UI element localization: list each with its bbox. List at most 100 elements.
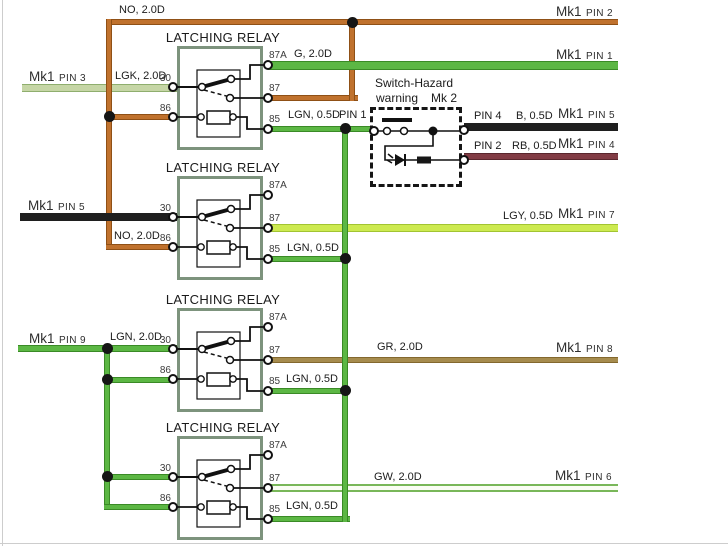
frame-left-line	[2, 0, 3, 546]
wire-lgy-mk1-pin7	[268, 224, 618, 232]
label-hazard-line2: warning	[376, 91, 419, 105]
terminal-label-87a: 87A	[269, 312, 287, 323]
terminal-label-86: 86	[159, 103, 171, 114]
latching-relay-2: LATCHING RELAY 30 86 87A 87 85	[160, 160, 287, 280]
label-no-top: NO, 2.0D	[119, 4, 165, 16]
wire-relay1-87-stub	[268, 95, 358, 101]
resistor	[417, 156, 431, 164]
wire-b-mk1-pin5-right	[464, 123, 618, 131]
label-mk1-pin5-right: Mk1 PIN 5	[558, 106, 615, 121]
wire-lgk-mk1-pin3	[22, 84, 177, 92]
wire-left-green-vertical	[104, 345, 110, 510]
wire-relay4-85	[268, 516, 350, 522]
wire-no-left-vertical	[106, 19, 112, 250]
terminal-label-87a: 87A	[269, 440, 287, 451]
label-hazard-line3: Mk 2	[431, 91, 458, 105]
terminal-label-30: 30	[159, 73, 171, 84]
wire-g-mk1-pin1	[268, 61, 618, 70]
relay-mechanism	[168, 450, 273, 528]
terminal-label-85: 85	[269, 114, 281, 125]
latching-relay-4: LATCHING RELAY 30 86 87A 87 85	[160, 420, 287, 540]
wire-relay2-86	[106, 244, 173, 250]
terminal-label-86: 86	[159, 493, 171, 504]
label-lgy-wire: LGY, 0.5D	[503, 210, 553, 222]
terminal-label-86: 86	[159, 365, 171, 376]
label-mk1-pin6: Mk1 PIN 6	[555, 468, 612, 483]
wire-rb-mk1-pin4	[464, 153, 618, 160]
junction-dot	[340, 385, 351, 396]
lamp-icon	[386, 153, 406, 166]
label-mk1-pin3: Mk1 PIN 3	[29, 69, 86, 84]
hazard-switch-mechanism	[369, 118, 469, 166]
label-hazard-pin2: PIN 2	[474, 140, 502, 152]
terminal-label-30: 30	[159, 203, 171, 214]
wire-no-top	[106, 19, 618, 25]
latching-relay-3: LATCHING RELAY 30 86 87A 87 85	[160, 292, 287, 412]
junction-dot	[104, 111, 115, 122]
terminal-label-30: 30	[159, 335, 171, 346]
label-hazard-pin4: PIN 4	[474, 110, 502, 122]
label-mk1-pin9: Mk1 PIN 9	[29, 331, 86, 346]
relay-mechanism	[168, 60, 273, 138]
relay-title: LATCHING RELAY	[165, 160, 281, 175]
label-mk1-pin8: Mk1 PIN 8	[556, 340, 613, 355]
label-mk1-pin2: Mk1 PIN 2	[556, 4, 613, 19]
wire-gr-mk1-pin8	[268, 357, 618, 363]
latching-relay-1: LATCHING RELAY 30 86 87A 87 85	[160, 30, 287, 150]
relay-title: LATCHING RELAY	[165, 292, 281, 307]
relay-title: LATCHING RELAY	[165, 30, 281, 45]
wire-relay1-86	[106, 114, 173, 120]
junction-dot	[347, 17, 358, 28]
label-b-wire: B, 0.5D	[516, 110, 553, 122]
terminal-label-30: 30	[159, 463, 171, 474]
label-mk1-pin5-left: Mk1 PIN 5	[28, 198, 85, 213]
junction-dot	[102, 471, 113, 482]
label-gw-wire: GW, 2.0D	[374, 471, 422, 483]
label-lgk-wire: LGK, 2.0D	[115, 70, 167, 82]
junction-dot	[102, 343, 113, 354]
wire-gw-mk1-pin6	[268, 484, 618, 492]
wire-mk1-pin5-left	[20, 213, 177, 221]
wire-relay4-30	[104, 474, 173, 480]
label-lgn-relay3: LGN, 0.5D	[286, 373, 338, 385]
frame-bottom-line	[0, 543, 728, 544]
terminal-label-87a: 87A	[269, 50, 287, 61]
terminal-label-87: 87	[269, 345, 281, 356]
terminal-label-87a: 87A	[269, 180, 287, 191]
relay-mechanism	[168, 322, 273, 400]
label-pin1: PIN 1	[339, 109, 367, 121]
label-gr-wire: GR, 2.0D	[377, 341, 423, 353]
relay-mechanism	[168, 190, 273, 268]
wire-relay1-85	[268, 126, 371, 132]
wire-relay3-86	[104, 377, 173, 383]
label-mk1-pin7: Mk1 PIN 7	[558, 206, 615, 221]
switch-hazard-warning-box	[369, 107, 469, 187]
label-lgn20-wire: LGN, 2.0D	[110, 331, 162, 343]
label-lgn-relay4: LGN, 0.5D	[286, 500, 338, 512]
terminal-label-85: 85	[269, 504, 281, 515]
terminal-label-85: 85	[269, 244, 281, 255]
wire-relay1-87-riser	[349, 19, 355, 101]
terminal-label-87: 87	[269, 473, 281, 484]
label-hazard-line1: Switch-Hazard	[375, 76, 454, 90]
wire-lgn-mk1-pin9	[18, 345, 177, 352]
wire-relay4-86	[104, 504, 173, 510]
terminal-label-87: 87	[269, 83, 281, 94]
label-rb-wire: RB, 0.5D	[512, 140, 557, 152]
junction-dot	[102, 374, 113, 385]
relay-title: LATCHING RELAY	[165, 420, 281, 435]
label-mk1-pin1: Mk1 PIN 1	[556, 47, 613, 62]
terminal-label-87: 87	[269, 213, 281, 224]
label-lgn-relay2: LGN, 0.5D	[287, 242, 339, 254]
wire-lgn-bus-vertical	[342, 126, 348, 522]
terminal-label-86: 86	[159, 233, 171, 244]
terminal-label-85: 85	[269, 376, 281, 387]
label-g-wire: G, 2.0D	[294, 48, 332, 60]
wire-relay3-85	[268, 388, 348, 394]
label-no-left: NO, 2.0D	[114, 230, 160, 242]
label-mk1-pin4: Mk1 PIN 4	[558, 136, 615, 151]
label-lgn-relay1: LGN, 0.5D	[288, 109, 340, 121]
junction-dot	[340, 253, 351, 264]
wire-relay2-85	[268, 256, 348, 262]
